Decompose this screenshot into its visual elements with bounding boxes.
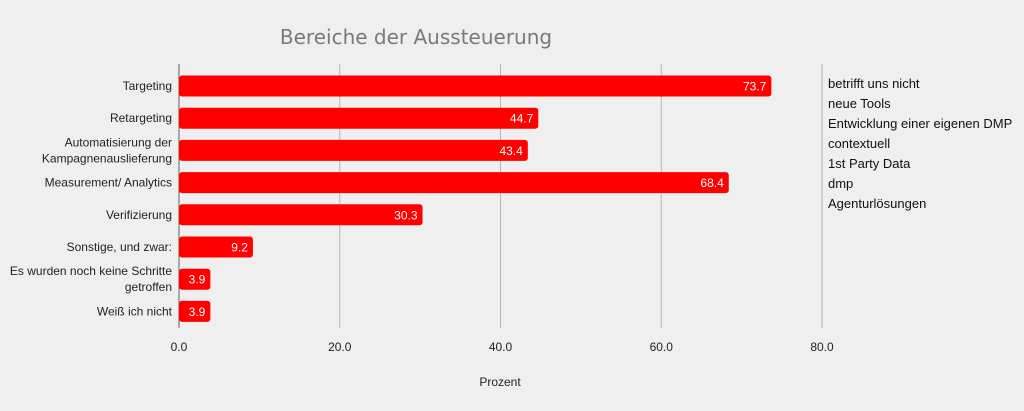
category-label: Sonstige, und zwar:: [67, 240, 172, 254]
category-label: Retargeting: [110, 111, 172, 125]
category-label: getroffen: [125, 280, 172, 294]
bar-value-label: 73.7: [743, 80, 767, 94]
x-tick-label: 20.0: [328, 340, 352, 354]
other-response-item: 1st Party Data: [828, 156, 911, 171]
bar: [179, 139, 528, 161]
chart-title: Bereiche der Aussteuerung: [280, 25, 552, 49]
other-response-item: dmp: [828, 176, 854, 191]
x-tick-label: 40.0: [489, 340, 513, 354]
x-axis-ticks: 0.0 20.0 40.0 60.0 80.0: [171, 340, 834, 354]
category-label: Measurement/ Analytics: [45, 176, 172, 190]
bar: [179, 75, 772, 97]
bar: [179, 268, 211, 290]
bar: [179, 107, 539, 129]
x-axis-title: Prozent: [479, 375, 521, 389]
bar-value-label: 43.4: [499, 144, 523, 158]
category-label: Kampagnenauslieferung: [42, 151, 172, 165]
other-response-item: Agenturlösungen: [828, 196, 927, 211]
other-responses-list: betrifft uns nicht neue Tools Entwicklun…: [828, 74, 1012, 214]
category-label: Verifizierung: [106, 208, 172, 222]
other-response-item: Entwicklung einer eigenen DMP: [828, 116, 1013, 131]
x-tick-label: 60.0: [650, 340, 674, 354]
bar: [179, 236, 253, 258]
bar: [179, 300, 211, 322]
x-tick-label: 0.0: [171, 340, 188, 354]
bar-value-label: 3.9: [189, 305, 206, 319]
category-label: Automatisierung der: [65, 135, 172, 149]
bar-value-label: 44.7: [510, 112, 534, 126]
bar-value-label: 30.3: [394, 208, 418, 222]
bar: [179, 204, 423, 226]
category-label: Weiß ich nicht: [97, 304, 173, 318]
category-labels: Targeting Retargeting Automatisierung der K…: [10, 79, 173, 318]
other-response-item: contextuell: [828, 136, 891, 151]
gridlines: [178, 64, 823, 328]
bar-value-label: 3.9: [189, 273, 206, 287]
category-label: Targeting: [123, 79, 172, 93]
bar: [179, 172, 729, 194]
x-tick-label: 80.0: [810, 340, 834, 354]
bar-value-label: 68.4: [700, 176, 724, 190]
bar-value-label: 9.2: [231, 241, 248, 255]
other-response-item: neue Tools: [828, 96, 891, 111]
other-response-item: betrifft uns nicht: [828, 76, 920, 91]
category-label: Es wurden noch keine Schritte: [10, 264, 172, 278]
bars: 73.7 44.7 43.4 68.4 30.3 9.2 3.9 3.9: [179, 75, 772, 322]
